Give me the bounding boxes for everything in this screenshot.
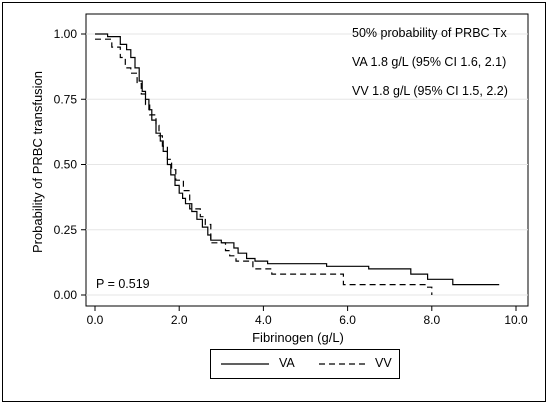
legend-swatches: [221, 363, 367, 365]
series-va-curve: [95, 33, 500, 286]
y-tick-label: 0.75: [54, 92, 78, 106]
y-tick-label: 1.00: [54, 27, 78, 41]
legend-vv-label: VV: [375, 356, 392, 370]
plot-area: [85, 13, 529, 307]
x-tick-label: 4.0: [255, 313, 272, 327]
x-tick-label: 6.0: [339, 313, 356, 327]
y-grid-lines: [86, 33, 528, 296]
annotation-va-ci: VA 1.8 g/L (95% CI 1.6, 2.1): [352, 55, 507, 69]
y-tick-label: 0.25: [54, 223, 78, 237]
annotation-p-value: P = 0.519: [96, 277, 150, 291]
legend: VA VV: [210, 349, 400, 379]
y-tick-label: 0.00: [54, 288, 78, 302]
y-axis-label: Probability of PRBC transfusion: [30, 71, 45, 253]
x-tick-label: 10.0: [504, 313, 528, 327]
x-tick-label: 8.0: [423, 313, 440, 327]
annotation-header: 50% probability of PRBC Tx: [352, 26, 507, 40]
chart-frame: [2, 2, 546, 402]
legend-va-label: VA: [279, 356, 295, 370]
x-axis-label: Fibrinogen (g/L): [252, 330, 344, 345]
series-vv-curve: [95, 38, 433, 295]
x-tick-label: 0.0: [87, 313, 104, 327]
x-axis-ticks: 0.0 2.0 4.0 6.0 8.0 10.0: [87, 306, 528, 327]
y-tick-label: 0.50: [54, 158, 78, 172]
y-axis-ticks: 0.00 0.25 0.50 0.75 1.00: [54, 27, 86, 302]
survival-curves: [95, 33, 500, 295]
annotation-vv-ci: VV 1.8 g/L (95% CI 1.5, 2.2): [352, 84, 508, 98]
x-tick-label: 2.0: [171, 313, 188, 327]
